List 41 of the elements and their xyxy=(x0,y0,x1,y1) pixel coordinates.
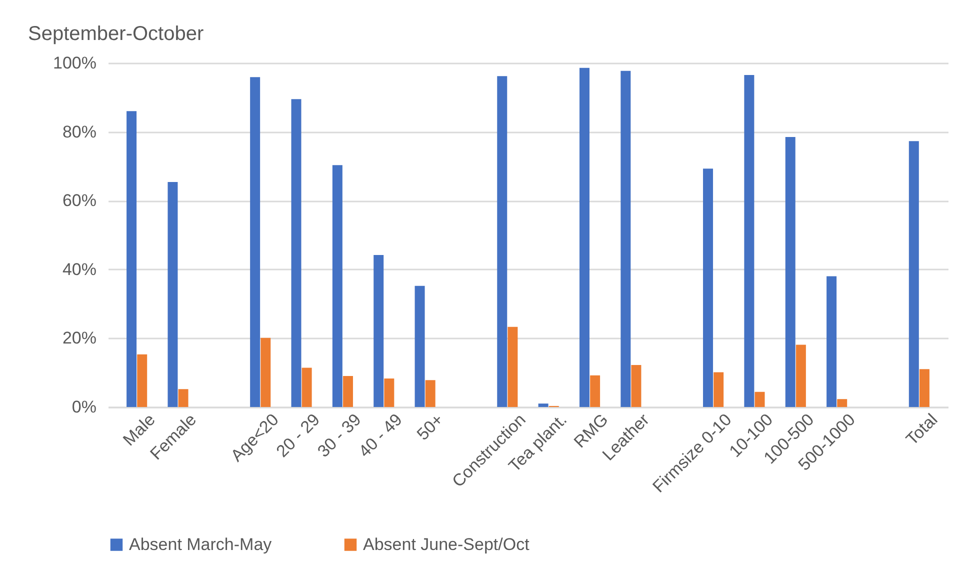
bar xyxy=(168,182,178,407)
chart-title: September-October xyxy=(28,23,204,45)
bar xyxy=(703,168,714,407)
bar xyxy=(250,77,260,407)
bar xyxy=(714,372,724,407)
bar xyxy=(631,365,642,407)
bar xyxy=(126,111,137,407)
bar xyxy=(579,68,590,407)
bar xyxy=(384,378,394,407)
bar xyxy=(260,338,271,407)
y-tick-label: 0% xyxy=(72,398,96,416)
bar xyxy=(508,326,518,407)
bar xyxy=(178,389,188,407)
bar xyxy=(796,344,806,407)
bar xyxy=(826,276,837,407)
bar xyxy=(332,165,342,407)
bar xyxy=(414,286,425,407)
y-tick-label: 20% xyxy=(62,328,96,348)
bar xyxy=(785,136,796,407)
bar xyxy=(425,380,436,407)
bar xyxy=(590,375,600,407)
y-tick-label: 80% xyxy=(62,122,96,142)
bar xyxy=(302,368,312,407)
bar xyxy=(374,254,384,407)
y-tick-label: 40% xyxy=(62,260,96,279)
legend-label: Absent March-May xyxy=(129,534,272,554)
legend-label: Absent June-Sept/Oct xyxy=(363,534,530,554)
y-tick-label: 100% xyxy=(53,54,96,72)
bar xyxy=(538,404,548,407)
bar xyxy=(754,392,765,407)
bar xyxy=(744,75,754,407)
bar xyxy=(137,354,148,407)
bar xyxy=(919,369,930,407)
bar xyxy=(837,399,848,407)
bar xyxy=(620,70,631,407)
y-tick-label: 60% xyxy=(62,191,96,210)
bar xyxy=(342,376,353,407)
bar xyxy=(291,99,302,407)
bar xyxy=(908,141,919,407)
x-tick-label: 50+ xyxy=(413,410,448,444)
bar xyxy=(497,76,508,407)
